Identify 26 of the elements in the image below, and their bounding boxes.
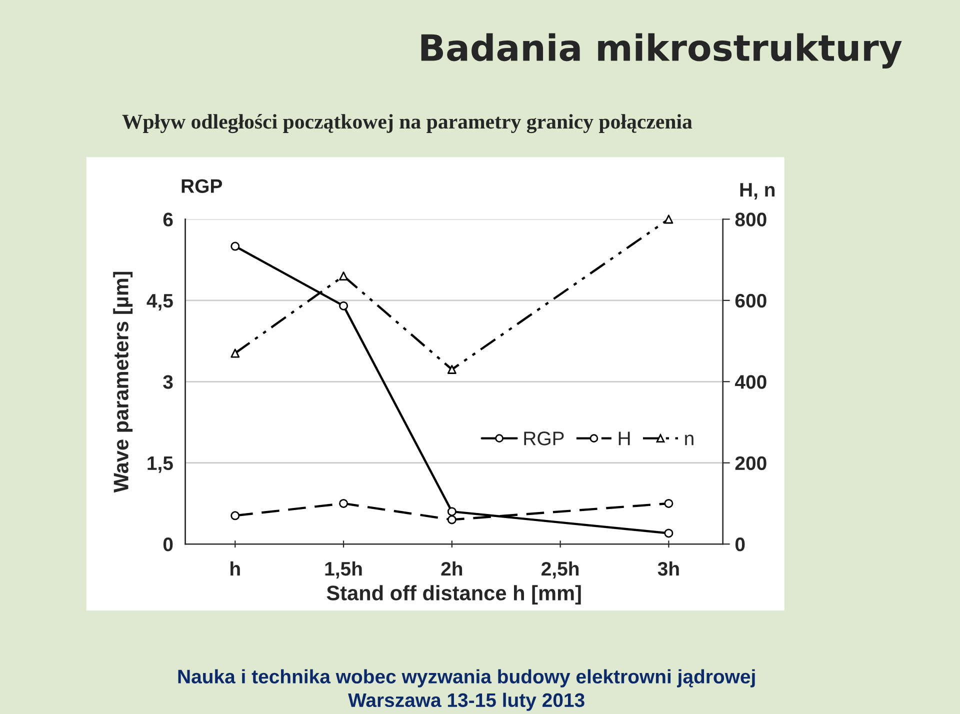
- y2-tick-label: 800: [735, 212, 766, 226]
- legend-label: RGP: [524, 432, 564, 446]
- y2-tick-label: 600: [735, 294, 766, 308]
- x-tick-label: 3h: [658, 561, 679, 576]
- x-tick-label: 2h: [441, 561, 462, 576]
- text: Nauka i technika wobec wyzwania budowy elektrowni jądrowej: [178, 669, 755, 688]
- y-axis-title: Wave parameters [µm]: [113, 272, 133, 493]
- x-tick-label: h: [230, 561, 240, 576]
- y-tick-label: 3: [163, 375, 173, 389]
- legend-label: H: [618, 432, 630, 446]
- text: Warszawa 13-15 luty 2013: [348, 692, 584, 711]
- y2-tick-label: 200: [735, 456, 766, 470]
- y2-axis-title: H, n: [740, 183, 775, 200]
- x-axis-title: Stand off distance h [mm]: [326, 585, 581, 605]
- y-tick-label: 4,5: [146, 294, 173, 310]
- chart-subtitle: Wpływ odległości początkowej na parametry granicy połączenia: [122, 114, 692, 134]
- text: RGP: [182, 179, 222, 193]
- y-tick-label: 1,5: [148, 456, 173, 473]
- y2-tick-label: 400: [734, 375, 766, 389]
- legend-label: n: [685, 434, 694, 446]
- x-tick-label: 2,5h: [542, 561, 579, 579]
- x-tick-label: 1,5h: [325, 561, 362, 579]
- y-tick-label: 6: [163, 212, 173, 226]
- y-tick-label: 0: [163, 538, 173, 552]
- y2-tick-label: 0: [735, 538, 745, 552]
- chart-title: Badania mikrostruktury: [421, 33, 902, 68]
